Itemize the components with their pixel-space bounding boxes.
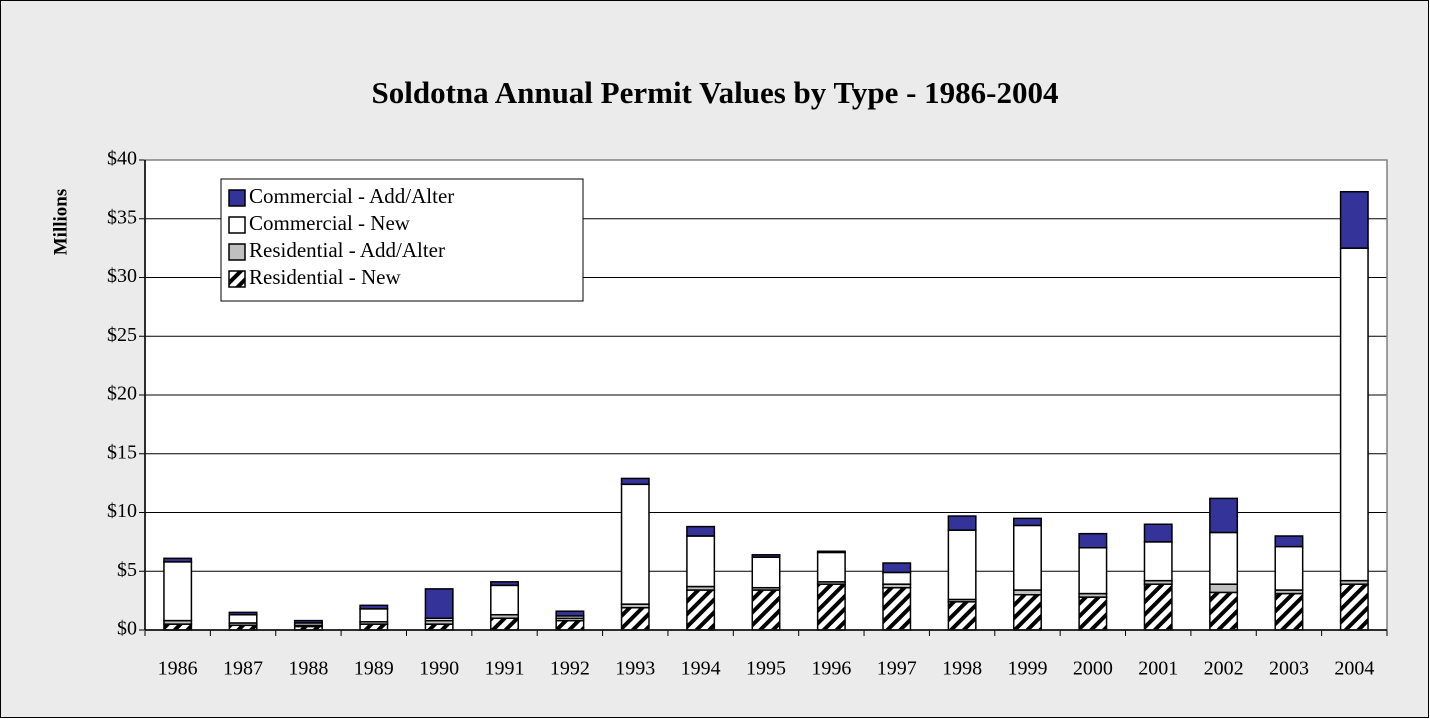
- bar-segment: [947, 529, 977, 601]
- legend-box: [220, 178, 584, 302]
- x-tick-label: 2003: [1269, 658, 1309, 680]
- x-tick-label: 2004: [1334, 658, 1374, 680]
- y-tick-label: $25: [107, 324, 137, 346]
- bar-segment: [1274, 592, 1304, 631]
- bar-segment: [1143, 523, 1173, 543]
- bar-segment: [228, 611, 258, 616]
- legend-label: Residential - Add/Alter: [249, 238, 445, 262]
- bar-segment: [228, 613, 258, 624]
- x-tick-label: 2002: [1204, 658, 1244, 680]
- bar-segment: [751, 589, 781, 631]
- bar-segment: [490, 617, 520, 631]
- y-tick-label: $40: [107, 148, 137, 170]
- x-tick-label: 1998: [942, 658, 982, 680]
- x-tick-label: 1986: [158, 658, 198, 680]
- y-tick-label: $0: [117, 618, 137, 640]
- y-tick-label: $10: [107, 500, 137, 522]
- y-tick-label: $35: [107, 206, 137, 228]
- bar-segment: [1012, 524, 1042, 591]
- bar-segment: [751, 554, 781, 558]
- legend-label: Commercial - Add/Alter: [249, 184, 454, 208]
- bar-segment: [686, 525, 716, 537]
- bar-segment: [686, 589, 716, 631]
- x-tick-label: 1992: [550, 658, 590, 680]
- x-tick-label: 1993: [615, 658, 655, 680]
- legend-swatch: [228, 216, 246, 234]
- chart-title: Soldotna Annual Permit Values by Type - …: [372, 75, 1059, 110]
- bar-segment: [686, 535, 716, 588]
- bar-segment: [816, 583, 846, 631]
- legend-label: Residential - New: [249, 265, 401, 289]
- bar-segment: [1143, 541, 1173, 582]
- legend-swatch: [228, 189, 246, 207]
- bar-segment: [424, 588, 454, 619]
- y-tick-label: $5: [117, 559, 137, 581]
- bar-segment: [1339, 583, 1369, 631]
- y-tick-label: $15: [107, 441, 137, 463]
- legend-swatch: [228, 243, 246, 261]
- bar-segment: [882, 571, 912, 585]
- bar-segment: [555, 619, 585, 631]
- x-tick-label: 1994: [681, 658, 721, 680]
- bar-segment: [1078, 547, 1108, 595]
- bar-segment: [163, 561, 193, 622]
- bar-segment: [555, 610, 585, 617]
- bar-segment: [293, 619, 323, 624]
- bar-segment: [620, 483, 650, 605]
- bar-segment: [1078, 532, 1108, 549]
- x-tick-label: 1999: [1007, 658, 1047, 680]
- bar-segment: [816, 551, 846, 583]
- bar-segment: [1012, 594, 1042, 631]
- x-tick-label: 1996: [811, 658, 851, 680]
- y-tick-label: $30: [107, 265, 137, 287]
- bar-segment: [1339, 247, 1369, 582]
- y-tick-label: $20: [107, 383, 137, 405]
- bar-segment: [882, 562, 912, 574]
- bar-segment: [424, 623, 454, 631]
- bar-segment: [359, 623, 389, 631]
- bar-segment: [1078, 596, 1108, 631]
- bar-segment: [1209, 531, 1239, 585]
- bar-segment: [620, 606, 650, 631]
- x-tick-label: 1997: [877, 658, 917, 680]
- bar-segment: [359, 604, 389, 610]
- bar-segment: [163, 557, 193, 563]
- x-tick-label: 1987: [223, 658, 263, 680]
- bar-segment: [1209, 497, 1239, 534]
- x-tick-label: 1990: [419, 658, 459, 680]
- bar-segment: [1012, 517, 1042, 527]
- bar-segment: [359, 608, 389, 623]
- bar-segment: [816, 550, 846, 554]
- bar-segment: [1274, 535, 1304, 548]
- bar-segment: [947, 515, 977, 531]
- x-tick-label: 1995: [746, 658, 786, 680]
- bar-segment: [163, 623, 193, 631]
- x-tick-label: 2001: [1138, 658, 1178, 680]
- bar-segment: [1339, 190, 1369, 249]
- bar-segment: [882, 586, 912, 631]
- bar-segment: [751, 556, 781, 589]
- x-tick-label: 2000: [1073, 658, 1113, 680]
- bar-segment: [1274, 545, 1304, 591]
- bar-segment: [1143, 583, 1173, 631]
- bar-segment: [947, 601, 977, 631]
- bar-segment: [620, 477, 650, 486]
- legend-swatch: [228, 270, 246, 288]
- x-tick-label: 1991: [485, 658, 525, 680]
- legend-label: Commercial - New: [249, 211, 411, 235]
- x-tick-label: 1988: [288, 658, 328, 680]
- y-axis-label: Millions: [50, 189, 71, 256]
- bar-segment: [1209, 591, 1239, 631]
- x-tick-label: 1989: [354, 658, 394, 680]
- bar-segment: [490, 581, 520, 587]
- bar-segment: [490, 584, 520, 616]
- bar-segment: [1209, 583, 1239, 594]
